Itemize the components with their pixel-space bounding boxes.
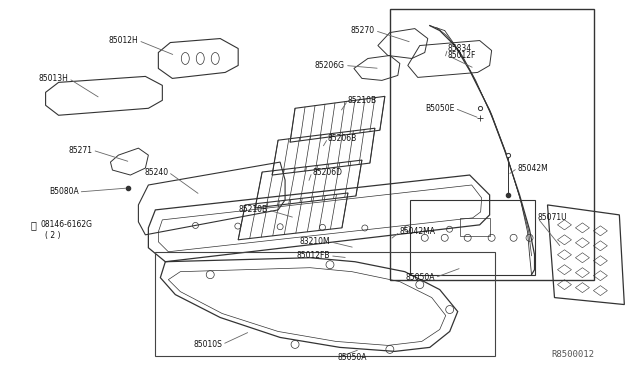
Text: 85210B: 85210B [239,205,268,214]
Text: 85270: 85270 [351,26,375,35]
Text: 85206D: 85206D [312,167,342,177]
Bar [156,252,495,356]
Bar [460,218,490,236]
Text: 85271: 85271 [68,145,93,155]
Text: ( 2 ): ( 2 ) [45,231,60,240]
Text: 85071U: 85071U [538,214,567,222]
Text: 85834: 85834 [448,44,472,53]
Text: 83210M: 83210M [300,237,330,246]
Text: 08146-6162G: 08146-6162G [40,220,93,230]
Text: 85012F: 85012F [448,51,476,60]
Text: R8500012: R8500012 [552,350,595,359]
Text: Ⓢ: Ⓢ [31,220,36,230]
Text: 85010S: 85010S [193,340,222,349]
Text: 85012H: 85012H [109,36,138,45]
Text: B5080A: B5080A [49,187,79,196]
Text: 85206G: 85206G [315,61,345,70]
Text: 85206B: 85206B [328,134,357,143]
Text: 85050A: 85050A [405,273,435,282]
Text: 85042MA: 85042MA [400,227,436,236]
Text: 85240: 85240 [144,167,168,177]
Text: 85210B: 85210B [348,96,377,105]
Text: 85013H: 85013H [38,74,68,83]
Text: B5050E: B5050E [426,104,454,113]
Bar [390,9,595,280]
Text: 85050A: 85050A [338,353,367,362]
Text: 85042M: 85042M [518,164,548,173]
Text: 85012FB: 85012FB [296,251,330,260]
